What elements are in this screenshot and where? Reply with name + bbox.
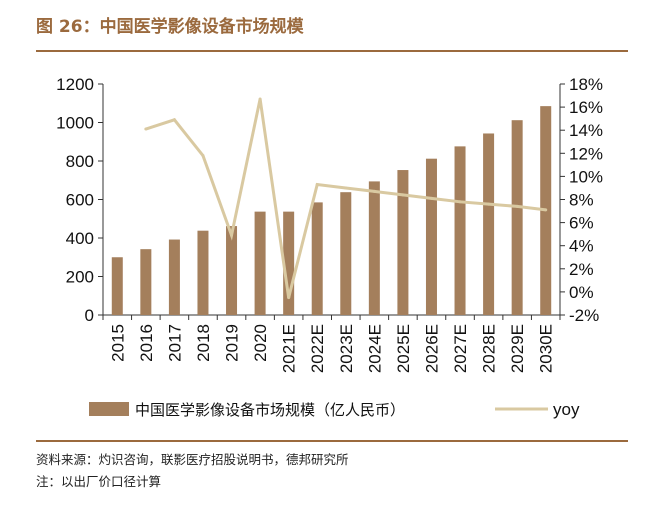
x-tick-label: 2015	[108, 324, 127, 362]
right-tick-label: 4%	[569, 237, 594, 256]
yoy-point	[515, 204, 519, 208]
x-tick-label: 2022E	[308, 324, 327, 373]
left-tick-label: 600	[66, 191, 94, 210]
x-tick-label: 2028E	[480, 324, 499, 373]
bar	[397, 170, 409, 315]
bar	[283, 211, 295, 315]
x-tick-label: 2023E	[337, 324, 356, 373]
bar	[168, 239, 180, 315]
bar	[368, 181, 380, 315]
bar	[140, 249, 152, 315]
market-size-chart: 0 200 400 600 800 1000 1200 -2% 0% 2% 4% 6% 8% 10% 12%…	[56, 75, 603, 419]
left-tick-label: 1000	[56, 114, 94, 133]
bar	[254, 211, 266, 315]
bar	[226, 226, 238, 315]
right-tick-label: 8%	[569, 191, 594, 210]
right-tick-label: 10%	[569, 167, 603, 186]
x-tick-label: 2030E	[537, 324, 556, 373]
x-tick-label: 2027E	[451, 324, 470, 373]
x-tick-label: 2016	[137, 324, 156, 362]
x-tick-label: 2021E	[280, 324, 299, 373]
legend-line-label: yoy	[553, 400, 580, 419]
right-tick-label: 16%	[569, 98, 603, 117]
source-note: 资料来源：灼识咨询，联影医疗招股说明书，德邦研究所	[36, 452, 349, 467]
right-tick-label: -2%	[569, 306, 599, 325]
yoy-point	[287, 296, 291, 300]
legend-bar-label: 中国医学影像设备市场规模（亿人民币）	[135, 401, 405, 419]
left-tick-label: 400	[66, 229, 94, 248]
bar	[111, 257, 123, 315]
yoy-point	[401, 193, 405, 197]
yoy-point	[544, 208, 548, 212]
right-tick-label: 18%	[569, 75, 603, 94]
legend: 中国医学影像设备市场规模（亿人民币） yoy	[89, 400, 580, 419]
right-tick-label: 14%	[569, 121, 603, 140]
x-tick-label: 2019	[223, 324, 242, 362]
yoy-point	[144, 127, 148, 131]
x-tick-label: 2026E	[422, 324, 441, 373]
bar	[454, 146, 466, 315]
x-tick-label: 2025E	[394, 324, 413, 373]
x-tick-label: 2020	[251, 324, 270, 362]
title-rule	[36, 50, 628, 52]
yoy-point	[172, 118, 176, 122]
bar	[340, 192, 352, 315]
yoy-point	[258, 97, 262, 101]
right-tick-label: 6%	[569, 214, 594, 233]
bar-series	[111, 106, 552, 315]
yoy-point	[458, 200, 462, 204]
x-tick-label: 2017	[165, 324, 184, 362]
yoy-point	[230, 233, 234, 237]
yoy-point	[315, 182, 319, 186]
yoy-point	[344, 186, 348, 190]
left-tick-label: 1200	[56, 75, 94, 94]
x-tick-label: 2024E	[365, 324, 384, 373]
yoy-point	[487, 202, 491, 206]
axes	[98, 83, 565, 320]
yoy-point	[201, 154, 205, 158]
bar	[197, 230, 209, 315]
bar	[511, 120, 523, 315]
yoy-series	[144, 97, 548, 300]
bar	[483, 133, 495, 315]
left-tick-label: 800	[66, 152, 94, 171]
footer-rule	[36, 440, 628, 442]
figure-title: 图 26：中国医学影像设备市场规模	[36, 17, 304, 37]
bar	[425, 158, 437, 315]
tick-labels: 0 200 400 600 800 1000 1200 -2% 0% 2% 4% 6% 8% 10% 12%…	[56, 75, 603, 373]
x-tick-label: 2029E	[508, 324, 527, 373]
yoy-point	[429, 196, 433, 200]
yoy-point	[372, 189, 376, 193]
legend-bar-swatch	[89, 402, 129, 416]
right-tick-label: 12%	[569, 144, 603, 163]
left-tick-label: 200	[66, 268, 94, 287]
bar	[311, 202, 323, 315]
right-tick-label: 2%	[569, 260, 594, 279]
x-tick-label: 2018	[194, 324, 213, 362]
left-tick-label: 0	[85, 306, 94, 325]
right-tick-label: 0%	[569, 283, 594, 302]
calculation-note: 注：以出厂价口径计算	[36, 474, 162, 489]
